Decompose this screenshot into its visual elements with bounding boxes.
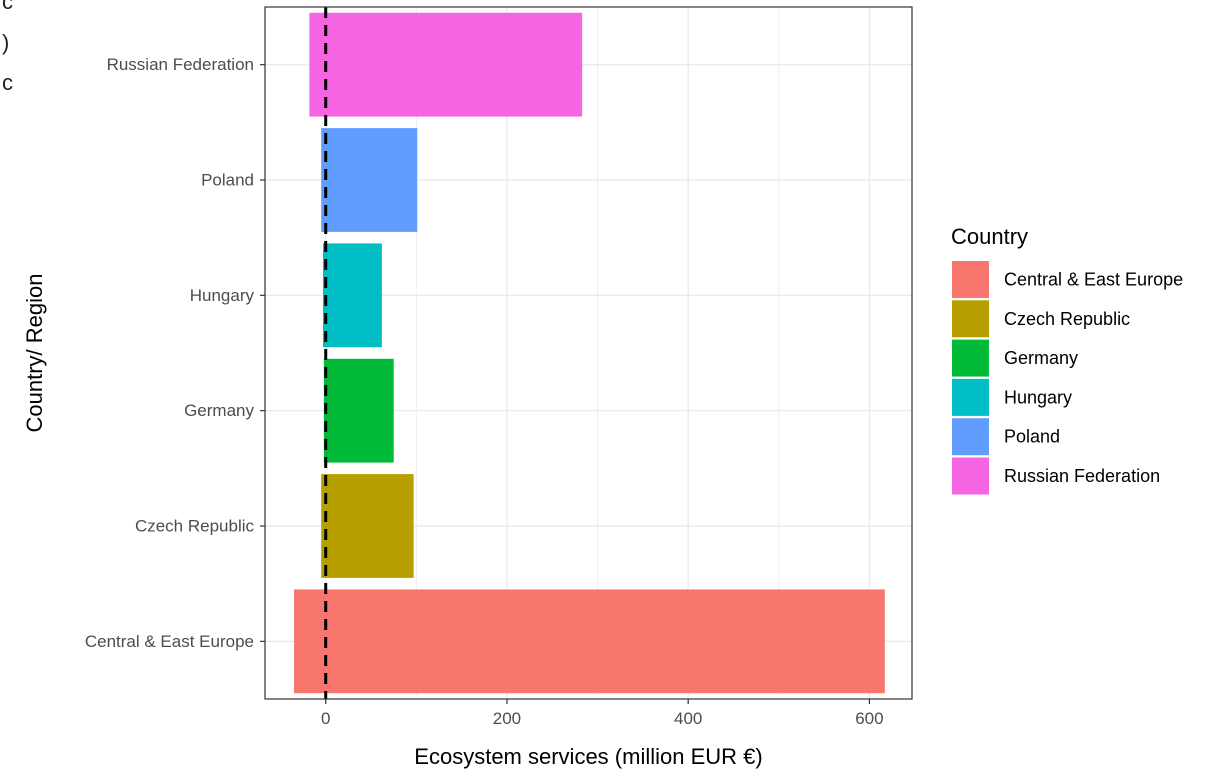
- legend-key: [952, 378, 989, 416]
- bar: [293, 589, 885, 694]
- legend-key: [952, 339, 989, 377]
- bars: [293, 12, 885, 694]
- y-tick-label: Czech Republic: [135, 517, 255, 536]
- x-tick-label: 400: [674, 709, 702, 728]
- y-tick-label: Poland: [201, 171, 254, 190]
- legend-key: [952, 457, 989, 495]
- y-tick-label: Russian Federation: [107, 55, 254, 74]
- legend: Country Central & East Europe Czech Republ…: [951, 224, 1183, 495]
- legend-label: Russian Federation: [1004, 466, 1160, 486]
- legend-label: Czech Republic: [1004, 309, 1130, 329]
- bar: [309, 12, 583, 117]
- legend-label: Hungary: [1004, 387, 1072, 407]
- legend-label: Germany: [1004, 348, 1078, 368]
- y-tick-label: Germany: [184, 401, 254, 420]
- x-axis-title: Ecosystem services (million EUR €): [414, 744, 762, 769]
- plot-panel-background: [265, 7, 912, 699]
- y-axis-title: Country/ Region: [22, 274, 47, 433]
- legend-key: [952, 300, 989, 338]
- bar: [321, 128, 418, 232]
- legend-label: Poland: [1004, 427, 1060, 447]
- cropped-fragment: c: [2, 70, 13, 95]
- bar: [321, 474, 414, 578]
- legend-key: [952, 261, 989, 298]
- legend-title: Country: [951, 224, 1028, 249]
- legend-key: [952, 418, 989, 456]
- cropped-fragment: c: [2, 0, 13, 14]
- y-axis: Central & East Europe Czech Republic Germa…: [85, 55, 265, 651]
- x-tick-label: 600: [855, 709, 883, 728]
- x-tick-label: 0: [321, 709, 330, 728]
- x-axis: 0 200 400 600: [321, 699, 884, 728]
- plot-panel-border: [264, 6, 913, 700]
- legend-label: Central & East Europe: [1004, 270, 1183, 290]
- y-tick-label: Central & East Europe: [85, 632, 254, 651]
- cropped-fragment: ): [2, 30, 10, 55]
- x-tick-label: 200: [493, 709, 521, 728]
- bar: [323, 358, 394, 463]
- bar: [322, 243, 382, 348]
- y-tick-label: Hungary: [190, 286, 255, 305]
